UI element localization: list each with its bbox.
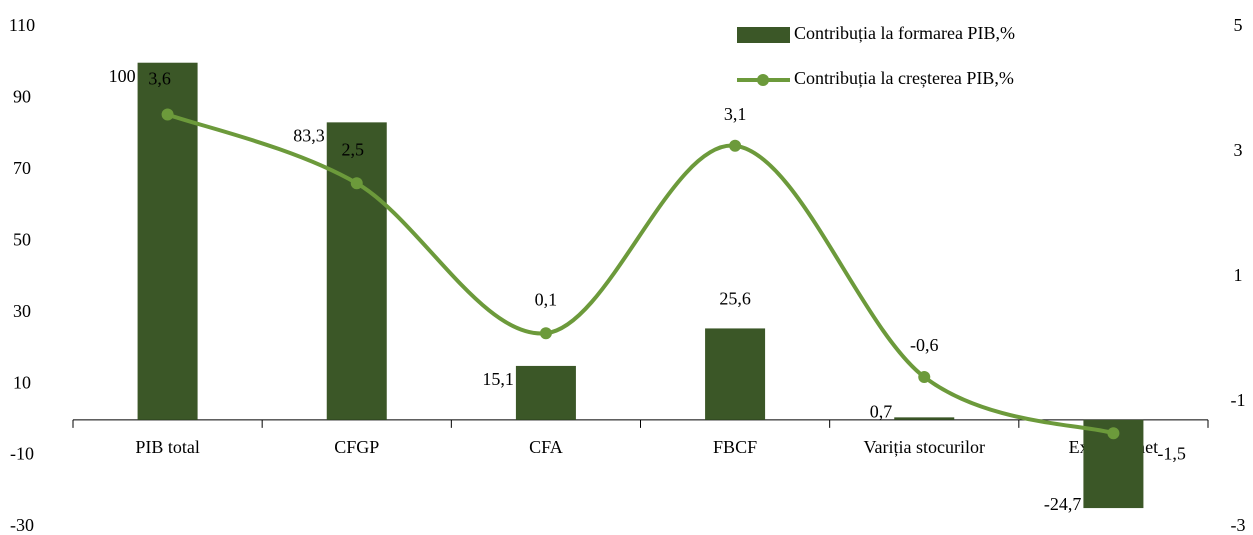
- y2-tick-label: 3: [1234, 140, 1243, 160]
- bar: [326, 122, 387, 420]
- bar: [515, 365, 576, 420]
- y2-tick-label: 5: [1234, 15, 1243, 35]
- line-point: [161, 108, 174, 121]
- line-value-label: -1,5: [1157, 443, 1186, 463]
- y-tick-label: 110: [9, 15, 35, 35]
- y2-tick-label: -3: [1231, 515, 1246, 535]
- legend-label: Contribuția la creșterea PIB,%: [794, 68, 1014, 88]
- x-tick-label: Variția stocurilor: [864, 437, 985, 457]
- bar-value-label: -24,7: [1044, 494, 1082, 514]
- bar-value-label: 25,6: [719, 289, 751, 309]
- line-point: [350, 177, 363, 190]
- legend-swatch-point: [757, 74, 769, 86]
- x-tick-label: PIB total: [135, 437, 200, 457]
- line-point: [729, 139, 742, 152]
- x-tick-label: FBCF: [713, 437, 757, 457]
- y-tick-label: 90: [13, 87, 31, 107]
- bar-value-label: 0,7: [870, 401, 893, 421]
- bar: [894, 417, 955, 420]
- legend-swatch: [737, 27, 790, 43]
- legend-label: Contribuția la formarea PIB,%: [794, 23, 1015, 43]
- y-tick-label: 10: [13, 372, 31, 392]
- line-point: [918, 371, 931, 383]
- line-value-label: 0,1: [535, 289, 558, 309]
- line-value-label: 3,1: [724, 104, 747, 124]
- line: [166, 112, 1114, 436]
- y2-tick-label: -1: [1231, 390, 1246, 410]
- y-tick-label: 30: [13, 301, 31, 321]
- line-value-label: 3,6: [148, 69, 171, 89]
- line-point: [1107, 427, 1120, 440]
- line-value-label: 2,5: [342, 139, 365, 159]
- y2-tick-label: 1: [1234, 265, 1243, 285]
- bar-value-label: 83,3: [293, 125, 325, 145]
- y-tick-label: -30: [10, 515, 34, 535]
- line-point: [539, 327, 552, 340]
- y-tick-label: 70: [13, 158, 31, 178]
- y-tick-label: 50: [13, 229, 31, 249]
- line-value-label: -0,6: [910, 335, 939, 355]
- bar-value-label: 15,1: [482, 369, 514, 389]
- x-tick-label: CFA: [529, 437, 563, 457]
- y-tick-label: -10: [10, 444, 34, 464]
- bar-value-label: 100: [109, 66, 136, 86]
- x-tick-label: CFGP: [334, 437, 379, 457]
- bar: [705, 328, 766, 420]
